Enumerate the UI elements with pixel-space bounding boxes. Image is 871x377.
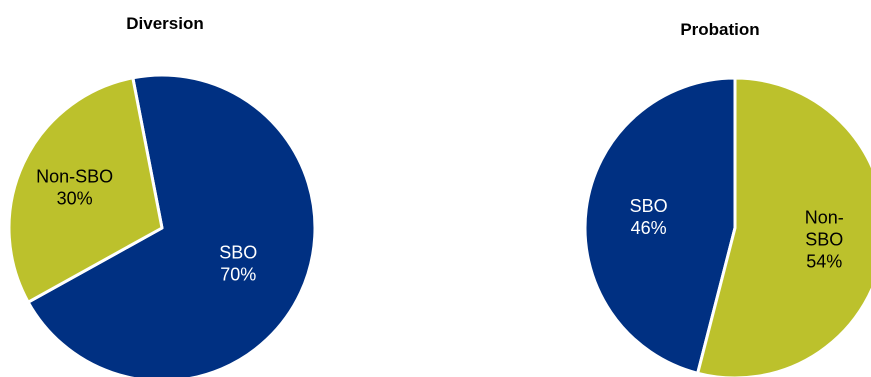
diversion-label-non-sbo: Non-SBO 30% — [36, 166, 113, 208]
diversion-slice-sbo — [26, 73, 317, 377]
probation-label-non-sbo-line: 54% — [806, 251, 842, 271]
diversion-chart-title: Diversion — [126, 14, 204, 33]
probation-label-non-sbo: Non-SBO 54% — [805, 207, 844, 271]
probation-slice-non-sbo — [696, 76, 871, 377]
diversion-label-sbo: SBO 70% — [219, 243, 257, 285]
probation-label-sbo: SBO 46% — [630, 196, 668, 238]
diversion-label-non-sbo-line: 30% — [57, 188, 93, 208]
probation-label-sbo-line: 46% — [631, 218, 667, 238]
diversion-label-sbo-line: 70% — [220, 265, 256, 285]
diversion-label-non-sbo-line: Non-SBO — [36, 166, 113, 186]
probation-label-non-sbo-line: Non- — [805, 207, 844, 227]
diversion-label-sbo-line: SBO — [219, 243, 257, 263]
probation-slice-sbo — [583, 76, 737, 375]
probation-pie: SBO 46%Non-SBO 54% — [583, 76, 871, 377]
diversion-pie: SBO 70% Non-SBO 30% — [7, 73, 317, 377]
probation-chart-title: Probation — [680, 20, 760, 39]
probation-label-non-sbo-line: SBO — [805, 229, 843, 249]
probation-label-sbo-line: SBO — [630, 196, 668, 216]
diversion-slice-non-sbo — [7, 76, 164, 304]
